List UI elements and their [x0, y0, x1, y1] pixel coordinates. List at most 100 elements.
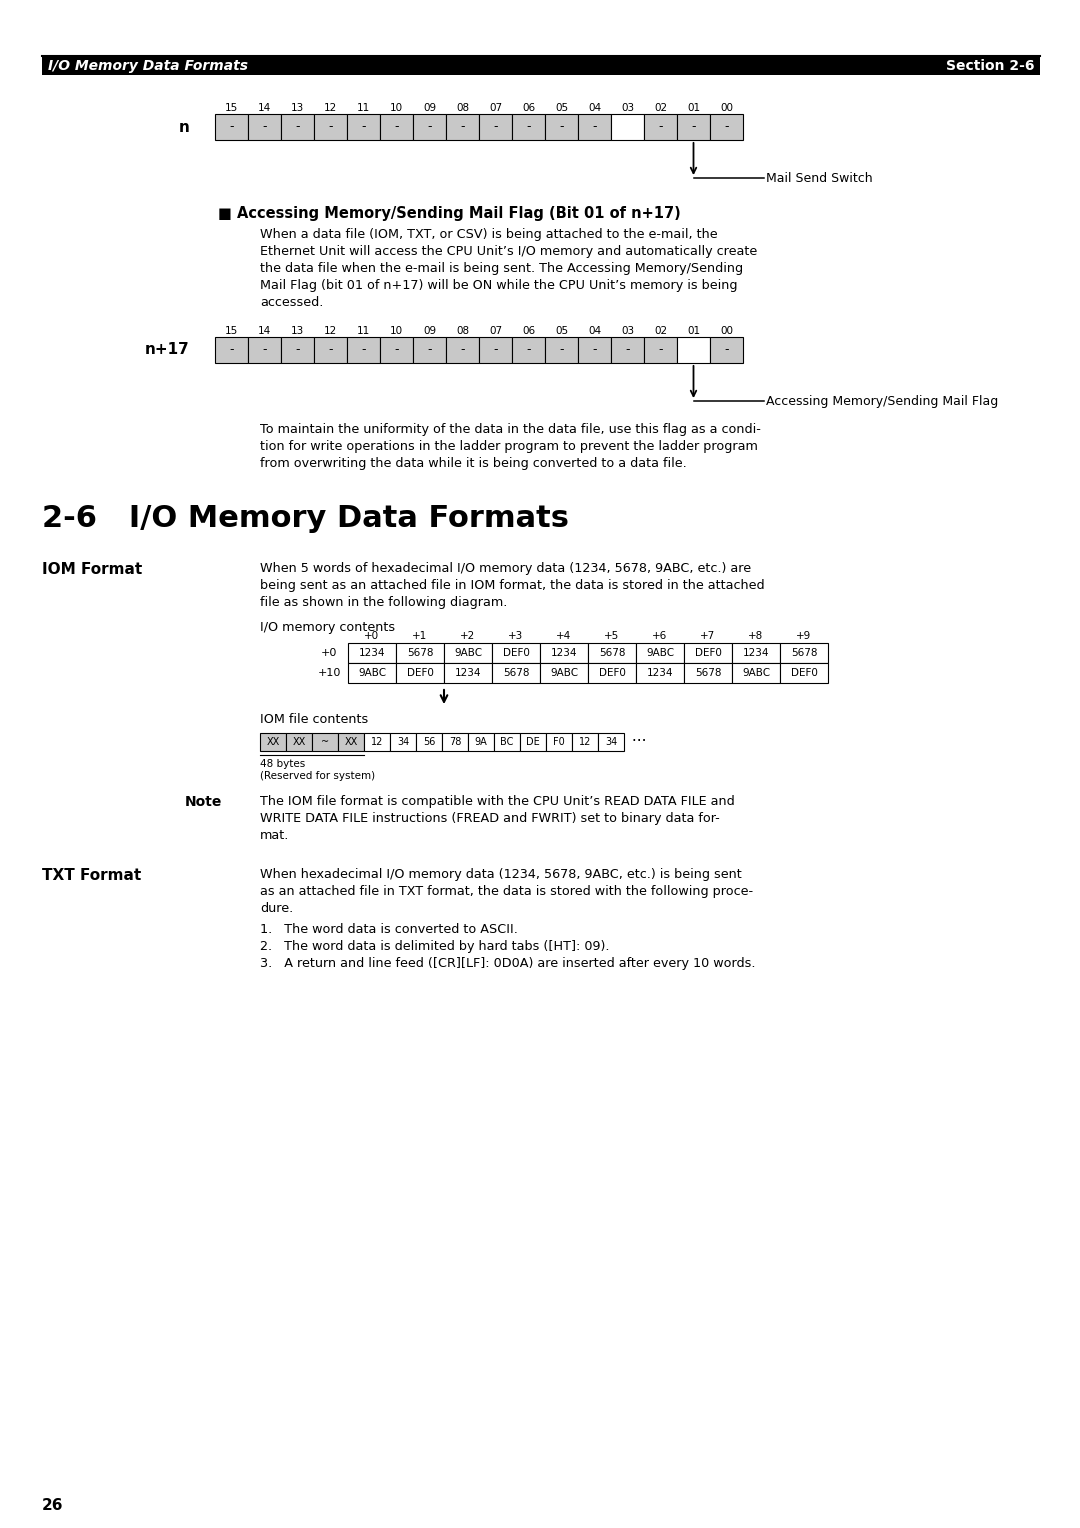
Text: -: -	[229, 344, 233, 356]
Text: 1.   The word data is converted to ASCII.: 1. The word data is converted to ASCII.	[260, 923, 518, 937]
Text: +5: +5	[605, 631, 620, 642]
Text: 08: 08	[456, 325, 469, 336]
Bar	[588, 643, 636, 663]
Text: The IOM file format is compatible with the CPU Unit’s READ DATA FILE and: The IOM file format is compatible with t…	[260, 795, 734, 808]
Bar	[480, 338, 512, 364]
Text: DE: DE	[526, 736, 540, 747]
Text: -: -	[394, 121, 399, 133]
Bar	[444, 663, 492, 683]
Bar	[540, 643, 588, 663]
Bar	[644, 115, 677, 141]
Text: Note: Note	[185, 795, 222, 808]
Text: 9ABC: 9ABC	[550, 668, 578, 678]
Bar	[364, 733, 390, 750]
Bar	[338, 733, 364, 750]
Text: F0: F0	[553, 736, 565, 747]
Bar	[215, 338, 248, 364]
Bar	[416, 733, 442, 750]
Text: 01: 01	[687, 325, 700, 336]
Bar	[677, 338, 710, 364]
Text: 05: 05	[555, 102, 568, 113]
Bar	[446, 338, 480, 364]
Text: 11: 11	[356, 325, 370, 336]
Text: Accessing Memory/Sending Mail Flag: Accessing Memory/Sending Mail Flag	[767, 394, 999, 408]
Text: -: -	[691, 121, 696, 133]
Bar	[390, 733, 416, 750]
Text: IOM file contents: IOM file contents	[260, 714, 368, 726]
Bar	[512, 115, 545, 141]
Text: 04: 04	[588, 325, 602, 336]
Text: When a data file (IOM, TXT, or CSV) is being attached to the e-mail, the: When a data file (IOM, TXT, or CSV) is b…	[260, 228, 717, 241]
Text: -: -	[625, 344, 630, 356]
Text: 09: 09	[423, 102, 436, 113]
Text: -: -	[428, 344, 432, 356]
Text: When hexadecimal I/O memory data (1234, 5678, 9ABC, etc.) is being sent: When hexadecimal I/O memory data (1234, …	[260, 868, 742, 882]
Text: 5678: 5678	[598, 648, 625, 659]
Text: 05: 05	[555, 325, 568, 336]
Bar	[444, 643, 492, 663]
Text: file as shown in the following diagram.: file as shown in the following diagram.	[260, 596, 508, 610]
Text: 14: 14	[258, 325, 271, 336]
Text: DEF0: DEF0	[598, 668, 625, 678]
Text: -: -	[526, 121, 530, 133]
Text: DEF0: DEF0	[694, 648, 721, 659]
Text: 9ABC: 9ABC	[357, 668, 386, 678]
Bar	[347, 338, 380, 364]
Text: Section 2-6: Section 2-6	[945, 60, 1034, 73]
Bar	[684, 663, 732, 683]
Bar	[260, 733, 286, 750]
Text: +1: +1	[413, 631, 428, 642]
Text: -: -	[494, 121, 498, 133]
Text: 10: 10	[390, 325, 403, 336]
Bar	[286, 733, 312, 750]
Text: ■ Accessing Memory/Sending Mail Flag (Bit 01 of n+17): ■ Accessing Memory/Sending Mail Flag (Bi…	[218, 206, 680, 222]
Text: 11: 11	[356, 102, 370, 113]
Text: -: -	[658, 344, 663, 356]
Text: -: -	[328, 344, 333, 356]
Bar	[314, 115, 347, 141]
Text: 02: 02	[653, 325, 667, 336]
Text: 02: 02	[653, 102, 667, 113]
Text: 07: 07	[489, 102, 502, 113]
Text: 08: 08	[456, 102, 469, 113]
Text: as an attached file in TXT format, the data is stored with the following proce-: as an attached file in TXT format, the d…	[260, 885, 753, 898]
Bar	[348, 663, 396, 683]
Text: -: -	[328, 121, 333, 133]
Text: 1234: 1234	[647, 668, 673, 678]
Text: -: -	[361, 344, 366, 356]
Text: 13: 13	[291, 102, 305, 113]
Text: tion for write operations in the ladder program to prevent the ladder program: tion for write operations in the ladder …	[260, 440, 758, 452]
Text: n: n	[179, 119, 190, 134]
Text: 03: 03	[621, 325, 634, 336]
Text: 04: 04	[588, 102, 602, 113]
Text: When 5 words of hexadecimal I/O memory data (1234, 5678, 9ABC, etc.) are: When 5 words of hexadecimal I/O memory d…	[260, 562, 751, 575]
Text: 06: 06	[522, 102, 535, 113]
Bar	[780, 663, 828, 683]
Bar	[281, 115, 314, 141]
Bar	[572, 733, 598, 750]
Text: 12: 12	[579, 736, 591, 747]
Text: -: -	[262, 121, 267, 133]
Text: -: -	[229, 121, 233, 133]
Bar	[396, 663, 444, 683]
Text: -: -	[262, 344, 267, 356]
Text: -: -	[725, 121, 729, 133]
Text: -: -	[592, 344, 597, 356]
Text: I/O Memory Data Formats: I/O Memory Data Formats	[48, 60, 248, 73]
Bar	[644, 338, 677, 364]
Text: Ethernet Unit will access the CPU Unit’s I/O memory and automatically create: Ethernet Unit will access the CPU Unit’s…	[260, 244, 757, 258]
Text: 12: 12	[370, 736, 383, 747]
Text: +0: +0	[364, 631, 379, 642]
Bar	[492, 643, 540, 663]
Text: +0: +0	[321, 648, 337, 659]
Bar	[413, 338, 446, 364]
Text: 1234: 1234	[551, 648, 577, 659]
Text: -: -	[592, 121, 597, 133]
Bar	[684, 643, 732, 663]
Bar	[396, 643, 444, 663]
Text: 14: 14	[258, 102, 271, 113]
Text: -: -	[559, 344, 564, 356]
Text: -: -	[295, 344, 300, 356]
Bar	[732, 643, 780, 663]
Bar	[347, 115, 380, 141]
